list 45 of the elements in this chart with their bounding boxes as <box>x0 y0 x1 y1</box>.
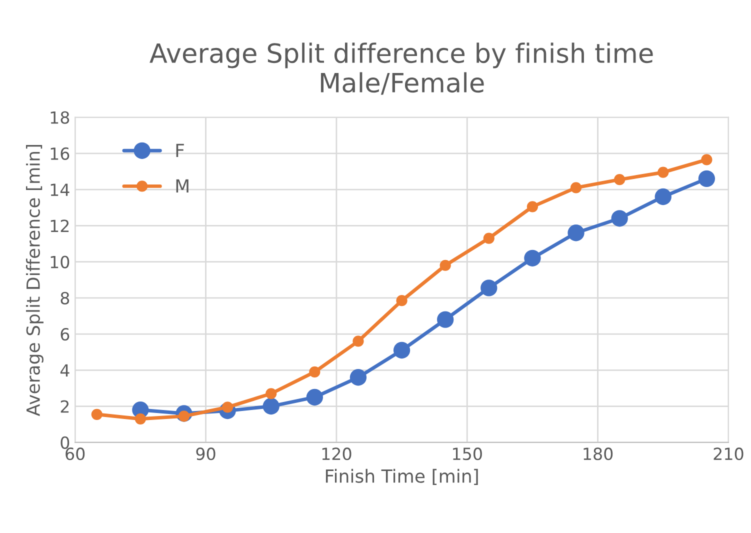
legend-label: F <box>176 144 184 157</box>
point <box>91 408 102 420</box>
point <box>309 366 320 378</box>
x-axis-title: Finish Time [min] <box>326 468 478 486</box>
point <box>654 188 672 206</box>
point <box>352 336 364 347</box>
y-tick-label: 16 <box>50 147 70 160</box>
y-tick-label: 2 <box>60 400 69 413</box>
y-tick-label: 18 <box>50 111 70 124</box>
point <box>614 174 626 186</box>
x-tick-label: 90 <box>196 448 216 460</box>
point <box>483 232 494 244</box>
point <box>306 388 324 406</box>
point <box>134 413 146 424</box>
y-axis-title: Average Split Difference [min] <box>26 144 44 416</box>
point <box>262 398 280 415</box>
point <box>480 280 498 296</box>
legend-label: M <box>176 179 188 193</box>
x-tick-label: 120 <box>322 448 352 460</box>
point <box>393 342 410 359</box>
y-tick-label: 4 <box>60 364 70 376</box>
y-tick-label: 0 <box>60 436 70 449</box>
point <box>437 311 454 328</box>
x-tick-label: 210 <box>714 448 744 460</box>
y-tick-label: 10 <box>50 256 70 268</box>
point <box>524 250 541 266</box>
x-tick-label: 60 <box>66 448 85 460</box>
chart-title: Average Split difference by finish time Male/Female <box>150 42 653 95</box>
point <box>658 166 669 178</box>
point <box>611 210 628 227</box>
point <box>701 154 712 166</box>
point <box>698 170 716 188</box>
point <box>526 201 538 212</box>
y-tick-label: 14 <box>50 184 70 196</box>
y-tick-label: 6 <box>60 328 70 341</box>
point <box>266 388 277 400</box>
point <box>568 224 584 242</box>
x-tick-label: 150 <box>453 448 482 460</box>
point <box>350 369 367 386</box>
point <box>396 295 408 306</box>
y-tick-label: 8 <box>60 292 70 304</box>
y-tick-label: 12 <box>50 220 69 232</box>
point <box>440 260 451 271</box>
x-tick-label: 180 <box>584 448 613 460</box>
point <box>570 182 582 194</box>
